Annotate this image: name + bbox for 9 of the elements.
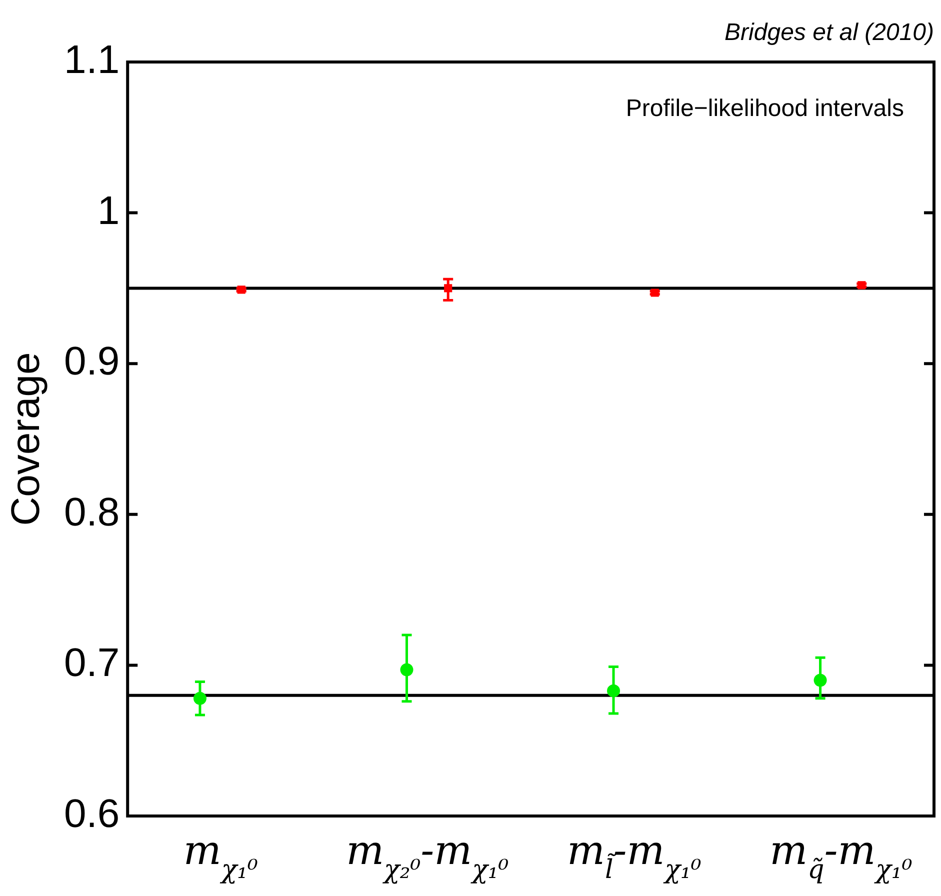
y-tick-label: 1.1: [64, 38, 120, 82]
y-tick-label: 0.6: [64, 792, 120, 836]
y-tick-label: 0.8: [64, 490, 120, 534]
text: Bridges et al (2010): [724, 19, 934, 46]
y-tick-label: 1: [97, 188, 120, 233]
annotation: Profile−likelihood intervals: [626, 95, 904, 122]
y-tick-label: 0.7: [64, 641, 120, 686]
y-axis-title: Coverage: [4, 352, 48, 526]
y-tick-label: 0.9: [64, 340, 120, 384]
